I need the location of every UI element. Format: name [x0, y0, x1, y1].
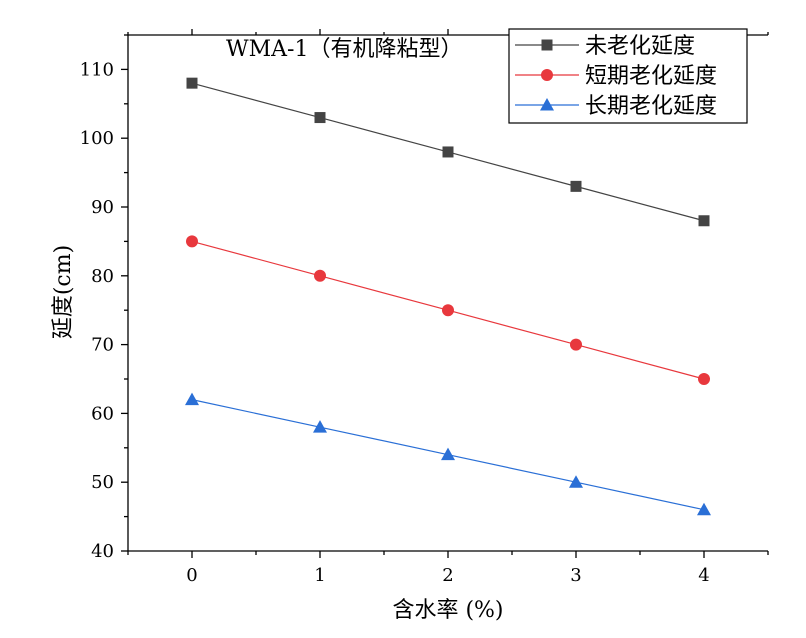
series-group — [185, 77, 711, 516]
legend-label: 短期老化延度 — [585, 64, 717, 89]
data-point — [698, 215, 710, 227]
series-1 — [186, 77, 710, 227]
axes: 0 1 2 3 4 40 50 60 70 80 90 100 110 — [80, 29, 769, 586]
data-point — [442, 304, 454, 317]
x-tick-label: 1 — [314, 565, 325, 586]
legend-marker — [541, 69, 553, 81]
legend-marker — [540, 98, 554, 111]
y-tick-label: 100 — [80, 128, 114, 149]
data-point — [569, 475, 583, 488]
data-point — [314, 112, 326, 124]
series-3 — [185, 392, 711, 516]
y-axis-title: 延度(cm) — [51, 245, 76, 339]
y-tick-label: 60 — [91, 403, 114, 424]
y-tick-label: 90 — [91, 197, 114, 218]
y-tick-label: 80 — [91, 266, 114, 287]
x-tick-label: 0 — [186, 565, 197, 586]
data-point — [313, 420, 327, 433]
legend-label: 长期老化延度 — [585, 94, 717, 119]
data-point — [185, 392, 199, 406]
y-tick-label: 70 — [91, 335, 114, 356]
data-point — [442, 146, 454, 158]
series-2 — [186, 235, 710, 385]
data-point — [570, 338, 582, 351]
x-tick-label: 4 — [698, 565, 709, 586]
x-axis-title: 含水率 (%) — [392, 598, 503, 623]
y-tick-label: 40 — [91, 541, 114, 562]
chart-title: WMA-1（有机降粘型） — [226, 37, 462, 62]
data-point — [186, 77, 198, 89]
x-tick-label: 3 — [570, 565, 581, 586]
data-point — [698, 373, 710, 385]
legend-marker — [541, 39, 553, 51]
x-tick-label: 2 — [442, 565, 453, 586]
y-tick-label: 50 — [91, 472, 114, 493]
data-point — [570, 180, 582, 192]
data-point — [314, 269, 326, 282]
legend-label: 未老化延度 — [585, 34, 695, 59]
data-point — [697, 502, 711, 516]
data-point — [441, 447, 455, 461]
y-tick-label: 110 — [80, 59, 114, 80]
data-point — [186, 235, 198, 248]
